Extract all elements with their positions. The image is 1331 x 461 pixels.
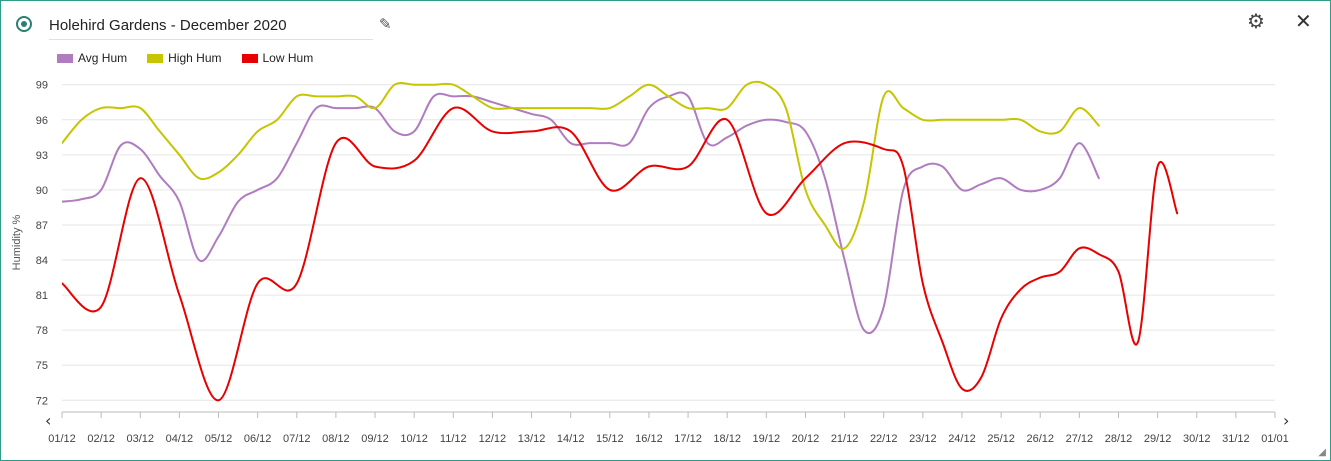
x-tick-label-14: 15/12	[596, 433, 624, 445]
prev-arrow-icon[interactable]: ‹	[45, 411, 51, 430]
x-tick-label-27: 28/12	[1105, 433, 1133, 445]
y-tick-label-90: 90	[36, 185, 48, 197]
y-tick-label-87: 87	[36, 220, 48, 232]
y-tick-label-99: 99	[36, 80, 48, 92]
close-icon[interactable]: ✕	[1295, 11, 1312, 33]
x-tick-label-22: 23/12	[909, 433, 937, 445]
y-tick-label-78: 78	[36, 325, 48, 337]
y-tick-label-93: 93	[36, 150, 48, 162]
chart-legend: Avg Hum High Hum Low Hum	[57, 51, 313, 65]
x-tick-label-2: 03/12	[126, 433, 154, 445]
x-tick-label-7: 08/12	[322, 433, 350, 445]
legend-item-low[interactable]: Low Hum	[241, 51, 314, 65]
x-tick-label-23: 24/12	[948, 433, 976, 445]
legend-label-high: High Hum	[168, 51, 222, 65]
x-tick-label-15: 16/12	[635, 433, 663, 445]
x-tick-label-10: 11/12	[440, 433, 467, 445]
x-tick-label-5: 06/12	[244, 433, 272, 445]
pencil-icon[interactable]: ✎	[379, 16, 392, 33]
x-tick-label-8: 09/12	[361, 433, 389, 445]
y-tick-label-81: 81	[36, 290, 48, 302]
x-tick-label-1: 02/12	[87, 433, 115, 445]
x-tick-label-6: 07/12	[283, 433, 311, 445]
y-tick-label-84: 84	[36, 255, 48, 267]
x-tick-label-16: 17/12	[674, 433, 702, 445]
series-line-low	[62, 106, 1179, 402]
next-arrow-icon[interactable]: ›	[1283, 411, 1289, 430]
legend-label-low: Low Hum	[262, 51, 314, 65]
x-tick-label-9: 10/12	[400, 433, 428, 445]
legend-swatch-avg	[57, 53, 73, 63]
gear-icon[interactable]: ⚙	[1247, 11, 1265, 33]
page-title: Holehird Gardens - December 2020	[49, 17, 287, 34]
series-line-high	[62, 80, 1100, 250]
title-field[interactable]: Holehird Gardens - December 2020	[49, 13, 373, 40]
y-axis-title: Humidity %	[11, 214, 23, 270]
x-tick-label-30: 31/12	[1222, 433, 1250, 445]
radio-selected-icon[interactable]	[16, 16, 32, 32]
x-tick-label-4: 05/12	[205, 433, 233, 445]
legend-item-avg[interactable]: Avg Hum	[57, 51, 127, 65]
legend-swatch-low	[241, 53, 258, 63]
legend-item-high[interactable]: High Hum	[147, 51, 222, 65]
x-tick-label-25: 26/12	[1026, 433, 1054, 445]
legend-swatch-high	[147, 53, 164, 63]
x-tick-label-12: 13/12	[518, 433, 546, 445]
x-tick-label-21: 22/12	[870, 433, 898, 445]
x-tick-label-20: 21/12	[831, 433, 859, 445]
y-tick-label-96: 96	[36, 115, 48, 127]
x-tick-label-13: 14/12	[557, 433, 585, 445]
legend-label-avg: Avg Hum	[78, 51, 128, 65]
x-tick-label-3: 04/12	[166, 433, 194, 445]
series-line-avg	[62, 91, 1100, 335]
y-tick-label-72: 72	[36, 395, 48, 407]
y-tick-label-75: 75	[36, 360, 48, 372]
x-tick-label-29: 30/12	[1183, 433, 1211, 445]
x-tick-label-26: 27/12	[1066, 433, 1094, 445]
x-tick-label-28: 29/12	[1144, 433, 1172, 445]
x-tick-label-17: 18/12	[713, 433, 741, 445]
x-tick-label-18: 19/12	[753, 433, 781, 445]
resize-handle-icon[interactable]: ◢	[1318, 447, 1326, 458]
x-tick-label-24: 25/12	[987, 433, 1015, 445]
x-tick-label-11: 12/12	[479, 433, 507, 445]
x-tick-label-31: 01/01	[1261, 433, 1289, 445]
x-tick-label-19: 20/12	[792, 433, 820, 445]
x-tick-label-0: 01/12	[48, 433, 76, 445]
